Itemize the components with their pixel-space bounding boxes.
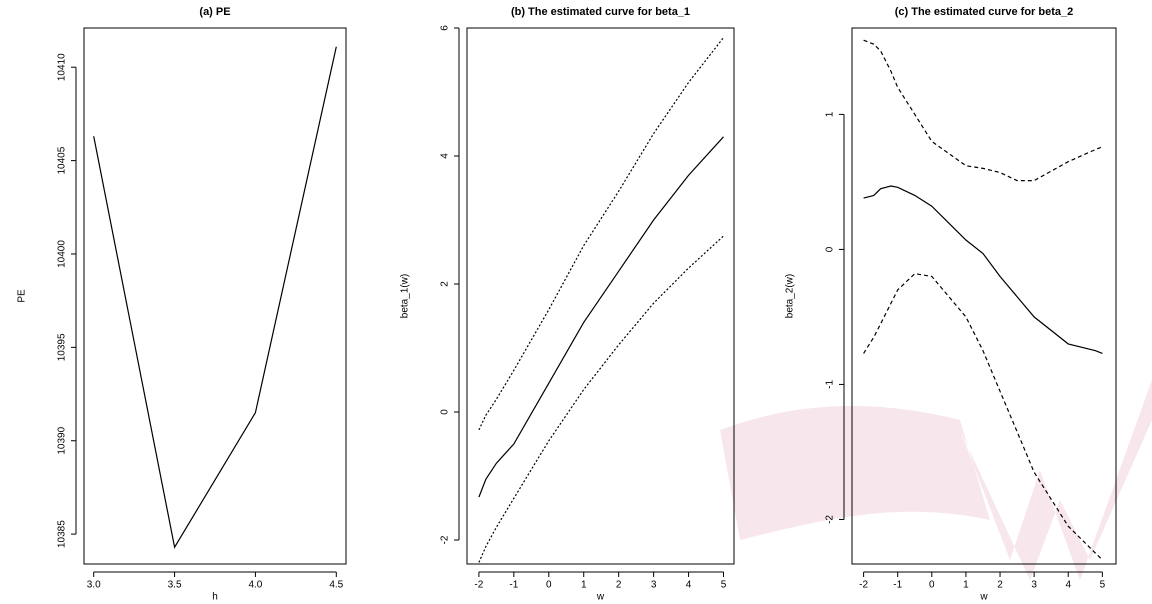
x-tick-label: 4 [1065,580,1071,591]
x-tick-label: 1 [963,580,969,591]
plot-frame [467,28,734,564]
x-tick-label: 3.5 [168,580,182,591]
y-tick-label: 10385 [57,520,68,548]
x-tick-label: 1 [581,580,587,591]
x-axis-label: w [979,592,988,603]
x-tick-label: -2 [474,580,483,591]
y-axis-label: beta_1(w) [400,274,411,318]
chart-title: (c) The estimated curve for beta_2 [895,6,1074,18]
y-tick-label: 10390 [57,426,68,454]
y-tick-label: 10410 [57,53,68,81]
y-tick-label: -2 [825,515,836,524]
x-tick-label: -1 [509,580,518,591]
x-tick-label: 4.0 [248,580,262,591]
chart-title: (a) PE [199,6,230,18]
x-tick-label: 4 [686,580,692,591]
x-tick-label: -1 [893,580,902,591]
y-axis-label: beta_2(w) [785,274,796,318]
x-tick-label: 2 [997,580,1003,591]
y-tick-label: 10405 [57,146,68,174]
plot-frame [84,28,346,564]
x-tick-label: 2 [616,580,622,591]
x-tick-label: 5 [721,580,727,591]
x-axis-label: w [596,592,605,603]
x-tick-label: 3.0 [87,580,101,591]
x-tick-label: 0 [929,580,935,591]
x-tick-label: 0 [546,580,552,591]
x-tick-label: 5 [1100,580,1106,591]
y-tick-label: 4 [440,153,451,159]
data-line [864,186,1103,353]
watermark [720,380,1152,580]
x-tick-label: -2 [859,580,868,591]
y-tick-label: -2 [440,535,451,544]
figure: (a) PEhPE3.03.54.04.51038510390103951040… [0,0,1152,604]
y-tick-label: 10395 [57,333,68,361]
data-line [479,38,724,430]
y-tick-label: 2 [440,281,451,287]
chart-title: (b) The estimated curve for beta_1 [511,6,690,18]
y-tick-label: -1 [825,380,836,389]
y-tick-label: 6 [440,25,451,31]
data-line [94,47,337,548]
y-tick-label: 1 [825,111,836,117]
data-line [479,137,724,497]
data-line [479,236,724,562]
x-axis-label: h [212,592,218,603]
y-tick-label: 10400 [57,240,68,268]
y-axis-label: PE [17,289,28,303]
x-tick-label: 3 [651,580,657,591]
y-tick-label: 0 [440,409,451,415]
x-tick-label: 3 [1031,580,1037,591]
y-tick-label: 0 [825,246,836,252]
x-tick-label: 4.5 [329,580,343,591]
data-line [864,40,1103,180]
